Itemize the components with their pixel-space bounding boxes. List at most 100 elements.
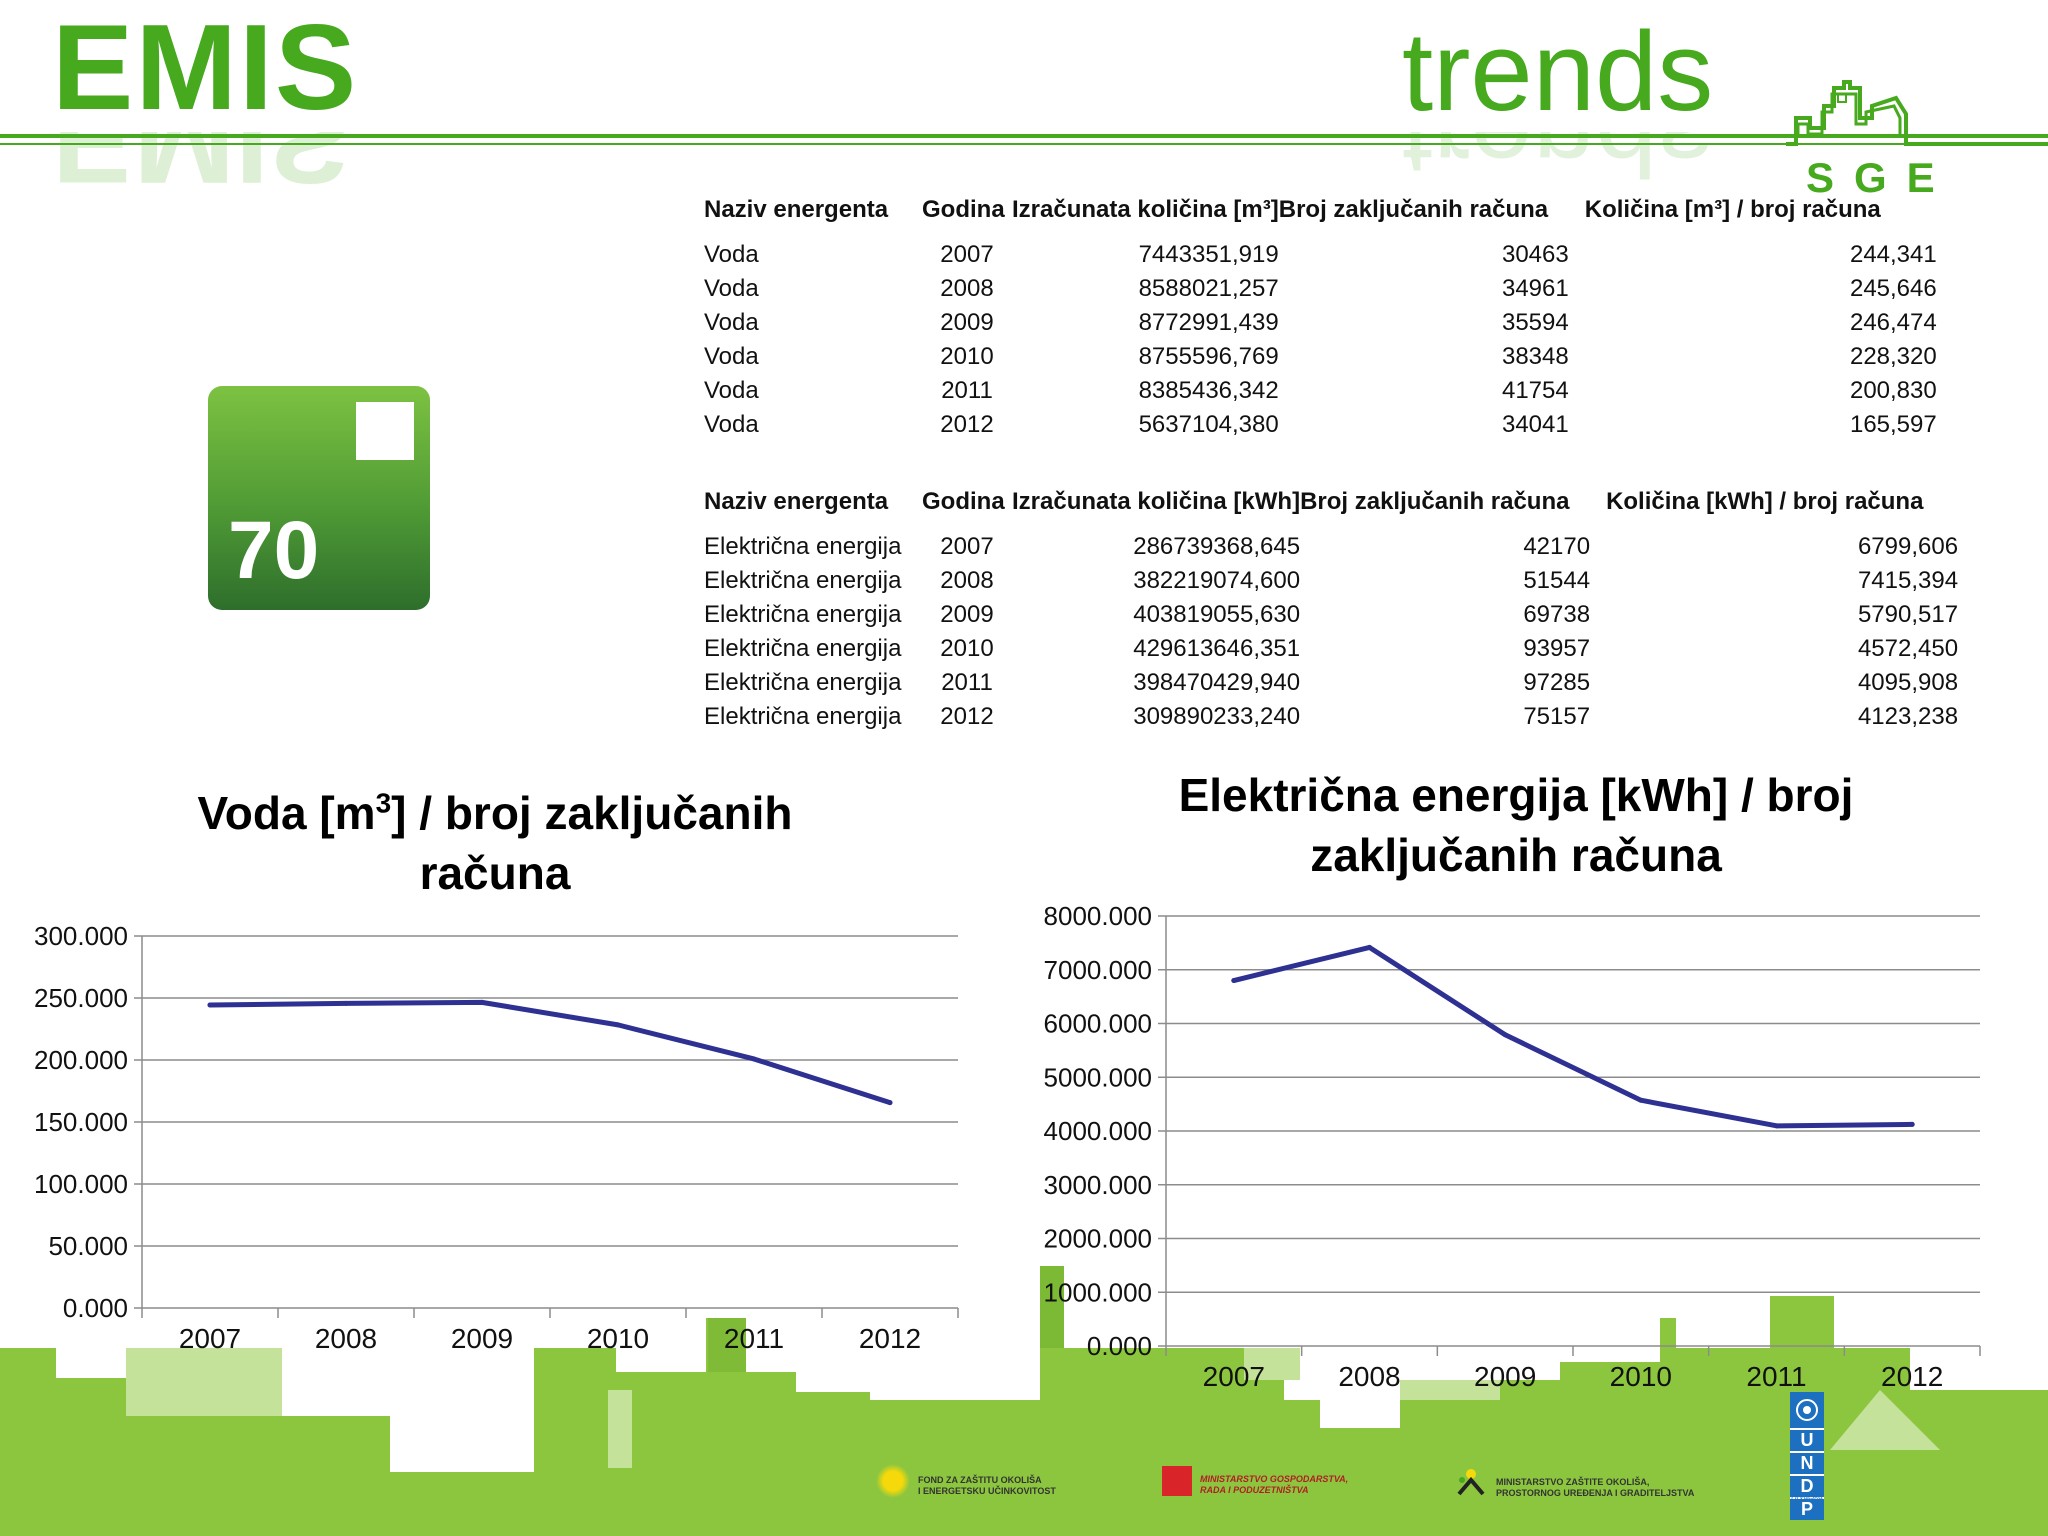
table-row: Voda 2011 8385436,342 41754 200,830	[704, 374, 1937, 408]
sponsor-text-mzopu: MINISTARSTVO ZAŠTITE OKOLIŠA, PROSTORNOG…	[1496, 1477, 1694, 1499]
table-cell: 34041	[1501, 411, 1569, 438]
data-point	[887, 1100, 893, 1106]
sponsor-line: PROSTORNOG UREĐENJA I GRADITELJSTVA	[1496, 1487, 1695, 1498]
series-line	[207, 999, 893, 1106]
y-tick-label: 2000.000	[1044, 1224, 1152, 1254]
x-tick-label: 2010	[1610, 1361, 1672, 1392]
data-point	[343, 1000, 349, 1006]
y-tick-label: 250.000	[34, 983, 128, 1013]
table-cell: 228,320	[1849, 343, 1937, 370]
table-cell: 5790,517	[1857, 601, 1959, 628]
table-cell: 2011	[941, 377, 993, 404]
table-cell: 245,646	[1849, 275, 1937, 302]
table-cell: 93957	[1523, 635, 1591, 662]
table-row: Električna energija 2010 429613646,351 9395…	[704, 632, 1958, 666]
sponsor-line: MINISTARSTVO GOSPODARSTVA,	[1200, 1474, 1349, 1484]
table-cell: 200,830	[1849, 377, 1937, 404]
table-cell: 35594	[1501, 309, 1569, 336]
sponsor-text-mingo: MINISTARSTVO GOSPODARSTVA, RADA I PODUZE…	[1200, 1474, 1348, 1496]
electricity-table: Naziv energenta Godina Izračunata količi…	[704, 488, 1958, 734]
slide-number-tile: 70	[208, 386, 430, 610]
col-header: Naziv energenta	[704, 196, 889, 223]
table-cell: 8588021,257	[1138, 275, 1279, 302]
data-point	[1909, 1121, 1915, 1127]
y-tick-label: 150.000	[34, 1107, 128, 1137]
data-point	[1638, 1097, 1644, 1103]
table-cell: 2011	[941, 669, 993, 696]
y-tick-label: 300.000	[34, 921, 128, 951]
table-row: Voda 2012 5637104,380 34041 165,597	[704, 408, 1937, 442]
x-tick-label: 2011	[1746, 1361, 1806, 1392]
table-row: Voda 2009 8772991,439 35594 246,474	[704, 306, 1937, 340]
table-row: Voda 2010 8755596,769 38348 228,320	[704, 340, 1937, 374]
table-cell: 34961	[1501, 275, 1569, 302]
table-cell: 42170	[1523, 533, 1591, 560]
table-cell: 69738	[1523, 601, 1591, 628]
emis-logo: EMIS	[52, 0, 359, 135]
table-cell: Voda	[704, 241, 759, 268]
x-tick-label: 2008	[315, 1323, 377, 1354]
sponsor-line: MINISTARSTVO ZAŠTITE OKOLIŠA,	[1496, 1477, 1650, 1487]
electricity-line-chart: 0.000 1000.000 2000.000 3000.000 4000.000 500…	[1044, 901, 1981, 1392]
tile-square-icon	[356, 402, 414, 460]
table-cell: 8755596,769	[1138, 343, 1279, 370]
chart-title-water: Voda [m3] / broj zaključanih računa	[130, 784, 860, 904]
y-tick-label: 0.000	[63, 1293, 128, 1323]
chart-title-superscript: 3	[375, 787, 392, 819]
y-tick-label: 6000.000	[1044, 1009, 1152, 1039]
x-tick-label: 2007	[1203, 1361, 1265, 1392]
data-point	[751, 1056, 757, 1062]
table-cell: 2009	[940, 309, 994, 336]
col-header: Godina	[922, 488, 1005, 515]
chart-title-electricity: Električna energija [kWh] / broj zaključ…	[1086, 766, 1946, 886]
table-cell: 51544	[1523, 567, 1591, 594]
table-cell: 244,341	[1849, 241, 1937, 268]
table-cell: 403819055,630	[1133, 601, 1301, 628]
table-cell: 4572,450	[1857, 635, 1959, 662]
un-emblem-icon	[1790, 1392, 1824, 1430]
table-cell: 7443351,919	[1138, 241, 1279, 268]
mzopu-icon	[1457, 1469, 1485, 1496]
table-cell: Voda	[704, 411, 759, 438]
table-cell: Voda	[704, 275, 759, 302]
data-point	[207, 1002, 213, 1008]
table-header-row: Naziv energenta Godina Izračunata količi…	[704, 488, 1958, 530]
table-row: Voda 2008 8588021,257 34961 245,646	[704, 272, 1937, 306]
table-row: Električna energija 2007 286739368,645 4217…	[704, 530, 1958, 564]
table-row: Voda 2007 7443351,919 30463 244,341	[704, 238, 1937, 272]
table-cell: 7415,394	[1857, 567, 1959, 594]
undp-letter: U	[1790, 1430, 1824, 1453]
table-cell: 2007	[940, 533, 994, 560]
table-cell: 382219074,600	[1133, 567, 1301, 594]
sponsor-text-fzoeu: FOND ZA ZAŠTITU OKOLIŠA I ENERGETSKU UČI…	[918, 1475, 1056, 1497]
data-point	[1367, 944, 1372, 950]
undp-letter: D	[1790, 1476, 1824, 1499]
sge-logo-text: SGE	[1806, 154, 1955, 198]
table-cell: 286739368,645	[1133, 533, 1301, 560]
table-cell: 429613646,351	[1133, 635, 1301, 662]
col-header: Izračunata količina [kWh]	[1012, 488, 1301, 515]
y-tick-label: 50.000	[48, 1231, 128, 1261]
x-tick-label: 2009	[1474, 1361, 1536, 1392]
table-cell: 165,597	[1849, 411, 1937, 438]
col-header: Izračunata količina [m³]	[1012, 196, 1279, 223]
header-divider-thin	[0, 143, 2048, 145]
table-row: Električna energija 2012 309890233,240 7515…	[704, 700, 1958, 734]
x-tick-label: 2009	[451, 1323, 513, 1354]
table-cell: 8772991,439	[1138, 309, 1279, 336]
chart-title-text: Voda [m	[197, 787, 376, 839]
table-cell: 41754	[1501, 377, 1569, 404]
table-cell: 2009	[940, 601, 994, 628]
gridlines	[134, 935, 958, 1309]
x-tick-label: 2012	[1881, 1361, 1943, 1392]
sponsor-line: I ENERGETSKU UČINKOVITOST	[918, 1485, 1056, 1496]
table-cell: 398470429,940	[1133, 669, 1301, 696]
sponsor-line: RADA I PODUZETNIŠTVA	[1200, 1484, 1309, 1495]
x-tick-label: 2010	[587, 1323, 649, 1354]
table-cell: 30463	[1501, 241, 1569, 268]
table-cell: 246,474	[1849, 309, 1937, 336]
table-cell: Voda	[704, 377, 759, 404]
series-line	[1231, 944, 1915, 1129]
chart-title-text: zaključanih računa	[1310, 828, 1722, 881]
y-tick-label: 8000.000	[1044, 901, 1152, 931]
